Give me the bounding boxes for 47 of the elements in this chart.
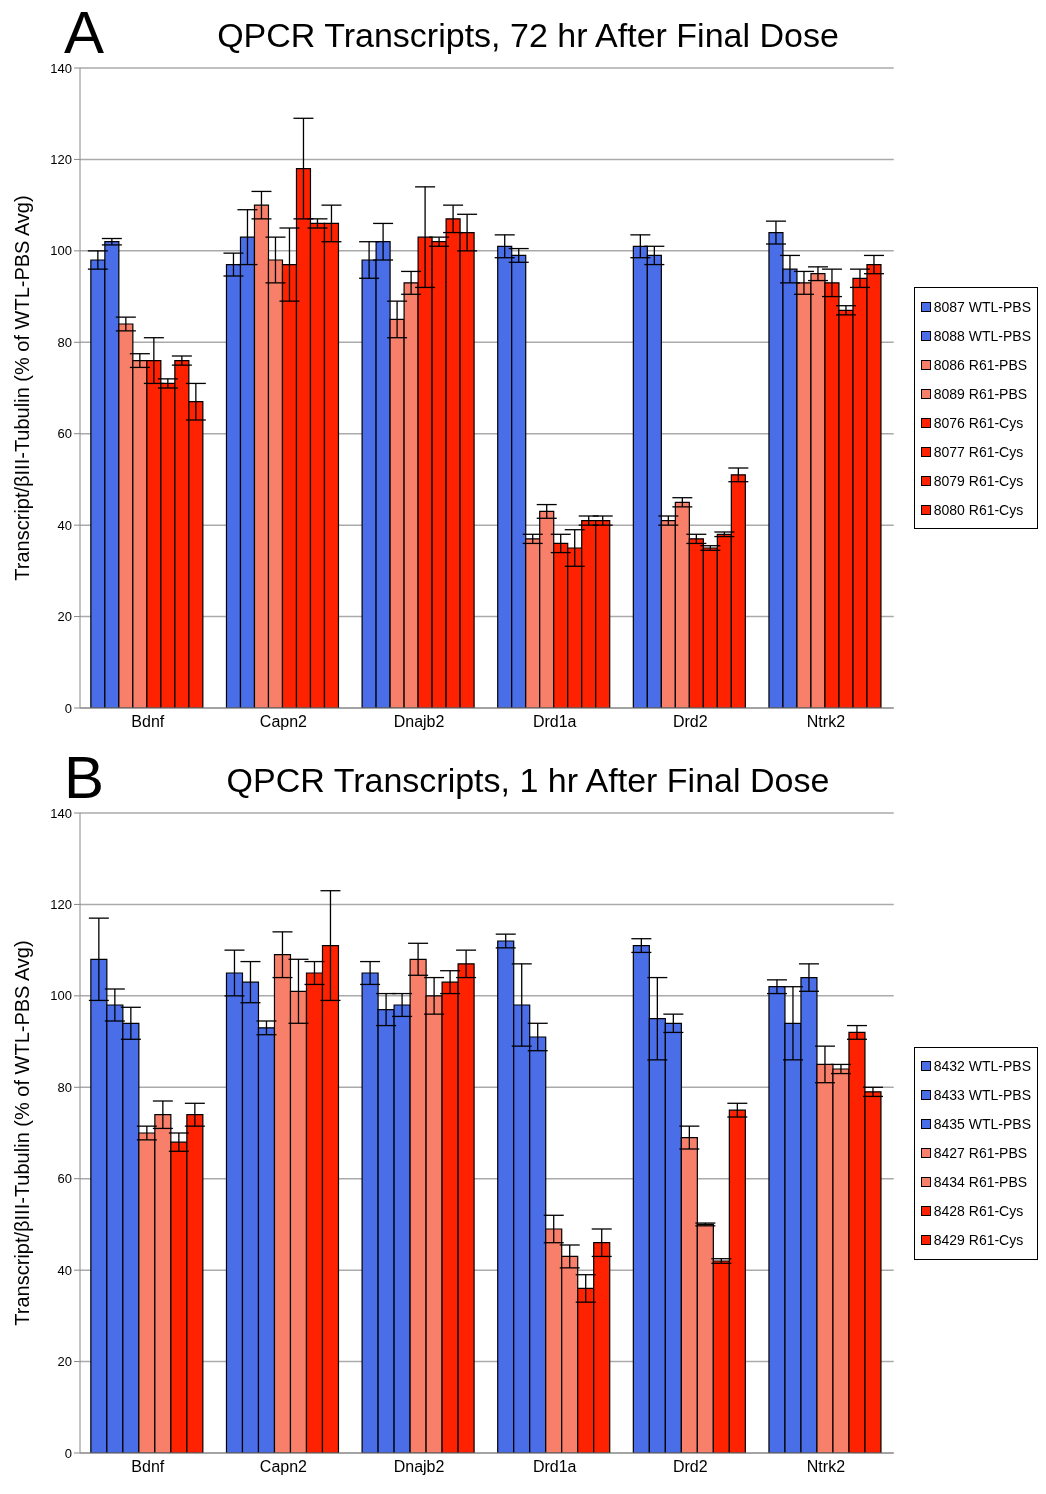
legend-label: 8079 R61-Cys (933, 472, 1024, 489)
x-tick-label: Drd2 (672, 1458, 708, 1476)
y-tick-label: 140 (50, 805, 72, 821)
y-tick-label: 120 (50, 152, 72, 168)
y-tick-label: 80 (57, 1079, 72, 1095)
y-tick-label: 100 (50, 988, 72, 1004)
x-tick-label: Dnajb2 (393, 1458, 445, 1476)
x-tick-label: Bdnf (131, 1458, 165, 1476)
y-axis-title: Transcript/βIII-Tubulin (% of WTL-PBS Avg) (11, 195, 34, 581)
legend-label: 8434 R61-PBS (933, 1174, 1028, 1190)
y-tick-label: 0 (64, 1445, 72, 1461)
x-tick-label: Drd1a (532, 1458, 577, 1476)
chart-title: QPCR Transcripts, 72 hr After Final Dose (216, 16, 840, 55)
legend-label: 8429 R61-Cys (933, 1232, 1024, 1248)
y-tick-label: 0 (64, 700, 72, 716)
x-tick-label: Dnajb2 (393, 713, 445, 731)
x-tick-label: Capn2 (259, 1458, 308, 1476)
x-tick-label: Drd1a (532, 713, 577, 731)
legend-label: 8089 R61-PBS (933, 385, 1028, 402)
chart-title: QPCR Transcripts, 1 hr After Final Dose (225, 761, 831, 800)
y-tick-label: 120 (50, 897, 72, 913)
y-tick-label: 100 (50, 243, 72, 259)
legend-label: 8428 R61-Cys (933, 1203, 1024, 1219)
y-tick-label: 20 (57, 1354, 72, 1370)
legend-label: 8080 R61-Cys (933, 501, 1024, 518)
y-tick-label: 140 (50, 60, 72, 76)
legend-label: 8435 WTL-PBS (933, 1116, 1031, 1132)
legend-label: 8433 WTL-PBS (933, 1087, 1031, 1103)
legend-label: 8427 R61-PBS (933, 1145, 1028, 1161)
y-tick-label: 40 (57, 1262, 72, 1278)
y-axis-title: Transcript/βIII-Tubulin (% of WTL-PBS Avg) (11, 940, 34, 1326)
legend-label: 8087 WTL-PBS (933, 298, 1031, 315)
x-tick-label: Ntrk2 (806, 713, 846, 731)
x-tick-label: Ntrk2 (806, 1458, 846, 1476)
legend-label: 8432 WTL-PBS (933, 1058, 1031, 1074)
legend-label: 8086 R61-PBS (933, 356, 1028, 373)
legend-label: 8077 R61-Cys (933, 443, 1024, 460)
y-tick-label: 40 (57, 517, 72, 533)
y-tick-label: 60 (57, 426, 72, 442)
y-tick-label: 20 (57, 609, 72, 625)
x-tick-label: Bdnf (131, 713, 165, 731)
y-tick-label: 80 (57, 334, 72, 350)
x-tick-label: Capn2 (259, 713, 308, 731)
y-tick-label: 60 (57, 1171, 72, 1187)
legend-label: 8076 R61-Cys (933, 414, 1024, 431)
x-tick-label: Drd2 (672, 713, 708, 731)
legend-label: 8088 WTL-PBS (933, 327, 1031, 344)
